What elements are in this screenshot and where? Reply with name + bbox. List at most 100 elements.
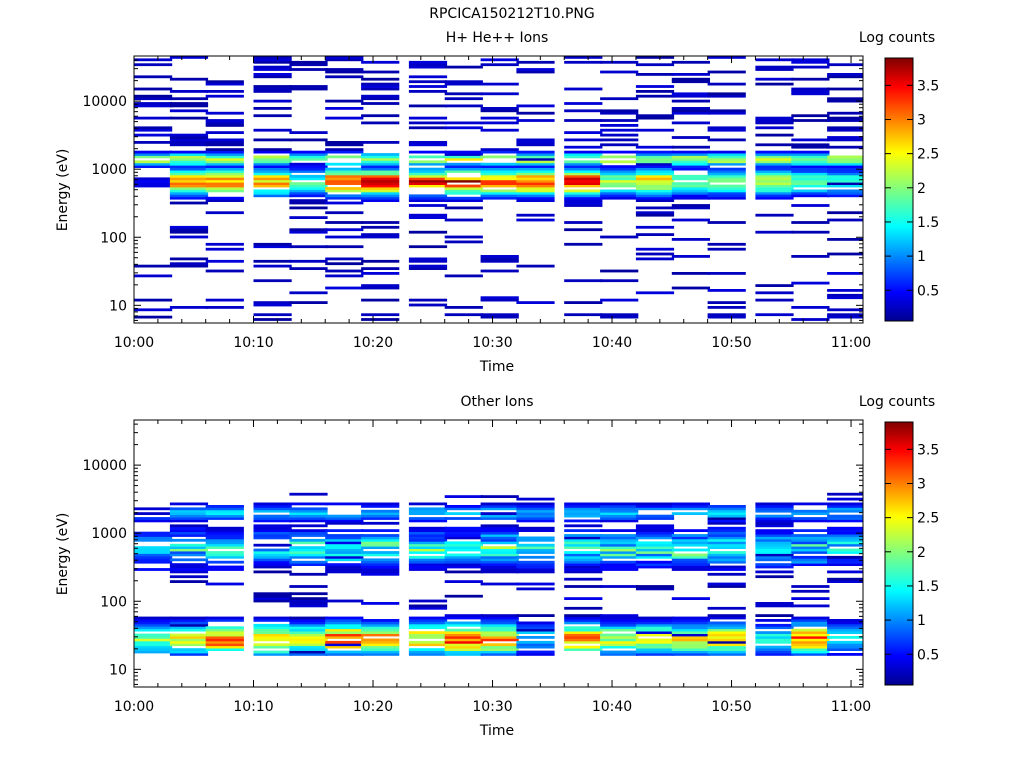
heatmap-cell — [205, 546, 244, 549]
heatmap-cell — [635, 174, 675, 178]
heatmap-cell — [408, 303, 448, 307]
heatmap-cell — [444, 638, 483, 642]
heatmap-cell — [827, 296, 863, 300]
heatmap-cell — [289, 177, 328, 181]
heatmap-cell — [707, 560, 746, 564]
heatmap-cell — [361, 619, 400, 622]
heatmap-cell — [444, 650, 483, 654]
heatmap-cell — [205, 553, 244, 557]
heatmap-cell — [791, 119, 830, 122]
heatmap-cell — [361, 157, 400, 161]
heatmap-cell — [289, 492, 328, 496]
heatmap-cell — [600, 633, 639, 637]
heatmap-cell — [791, 318, 830, 321]
heatmap-cell — [564, 558, 603, 562]
heatmap-cell — [671, 645, 710, 649]
heatmap-cell — [791, 536, 830, 540]
y-tick-label: 10000 — [82, 458, 127, 474]
heatmap-cell — [169, 170, 209, 173]
heatmap-cell — [253, 633, 292, 637]
heatmap-cell — [253, 597, 292, 600]
heatmap-cell — [564, 228, 603, 232]
heatmap-cell — [169, 225, 209, 229]
heatmap-cell — [671, 568, 710, 571]
heatmap-cell — [408, 174, 448, 178]
heatmap-cell — [516, 640, 555, 644]
heatmap-cells — [134, 492, 863, 656]
heatmap-cell — [755, 653, 794, 656]
heatmap-cell — [444, 165, 483, 168]
heatmap-cell — [671, 92, 710, 96]
heatmap-cell — [707, 606, 746, 610]
heatmap-cell — [516, 517, 555, 520]
heatmap-cell — [564, 150, 603, 154]
heatmap-cell — [480, 555, 519, 559]
heatmap-cell — [253, 553, 292, 557]
heatmap-cell — [635, 553, 675, 557]
heatmap-cell — [564, 172, 603, 176]
heatmap-cell — [361, 153, 400, 156]
heatmap-cell — [325, 519, 364, 523]
heatmap-cell — [408, 546, 448, 549]
heatmap-cell — [169, 306, 209, 309]
heatmap-cell — [755, 172, 794, 176]
heatmap-cell — [564, 538, 603, 542]
heatmap-cell — [635, 73, 675, 76]
heatmap-cell — [564, 543, 603, 547]
heatmap-cell — [827, 136, 863, 139]
heatmap-cell — [827, 177, 863, 181]
heatmap-cell — [671, 534, 710, 537]
heatmap-cell — [253, 87, 292, 91]
heatmap-cell — [253, 303, 292, 307]
heatmap-cell — [480, 653, 519, 656]
heatmap-cell — [444, 614, 483, 617]
heatmap-cell — [408, 259, 448, 263]
heatmap-cell — [205, 631, 244, 634]
heatmap-cell — [516, 551, 555, 554]
heatmap-cell — [134, 555, 173, 559]
heatmap-cell — [827, 517, 863, 520]
heatmap-cell — [361, 87, 400, 91]
heatmap-cell — [564, 301, 603, 304]
heatmap-cell — [516, 514, 555, 518]
heatmap-cell — [791, 534, 830, 537]
heatmap-cell — [253, 548, 292, 552]
heatmap-cell — [707, 92, 746, 96]
heatmap-cell — [444, 189, 483, 193]
heatmap-cell — [755, 650, 794, 654]
heatmap-cell — [205, 199, 244, 202]
heatmap-cell — [169, 526, 209, 530]
heatmap-cell — [707, 160, 746, 164]
heatmap-cell — [827, 534, 863, 537]
heatmap-cell — [480, 148, 519, 151]
heatmap-cell — [205, 165, 244, 168]
heatmap-cell — [480, 165, 519, 168]
heatmap-cell — [600, 170, 639, 173]
heatmap-cell — [707, 162, 746, 166]
heatmap-cell — [408, 150, 448, 154]
heatmap-cell — [707, 289, 746, 292]
heatmap-cell — [671, 563, 710, 566]
heatmap-cell — [289, 560, 328, 564]
heatmap-cell — [325, 568, 364, 571]
heatmap-cell — [791, 114, 830, 118]
heatmap-cell — [707, 306, 746, 309]
heatmap-cell — [325, 172, 364, 176]
heatmap-cell — [516, 563, 555, 566]
heatmap-cell — [253, 68, 292, 71]
heatmap-cell — [791, 306, 830, 309]
heatmap-cell — [480, 298, 519, 302]
heatmap-cell — [600, 174, 639, 178]
heatmap-cell — [361, 653, 400, 656]
heatmap-cell — [408, 170, 448, 173]
heatmap-cell — [205, 306, 244, 309]
heatmap-cell — [707, 621, 746, 625]
heatmap-cell — [791, 631, 830, 634]
heatmap-cell — [205, 157, 244, 161]
heatmap-cell — [791, 165, 830, 168]
heatmap-cell — [325, 211, 364, 215]
heatmap-cell — [516, 157, 555, 161]
heatmap-cell — [134, 633, 173, 637]
heatmap-cell — [635, 85, 675, 88]
heatmap-cell — [791, 558, 830, 562]
